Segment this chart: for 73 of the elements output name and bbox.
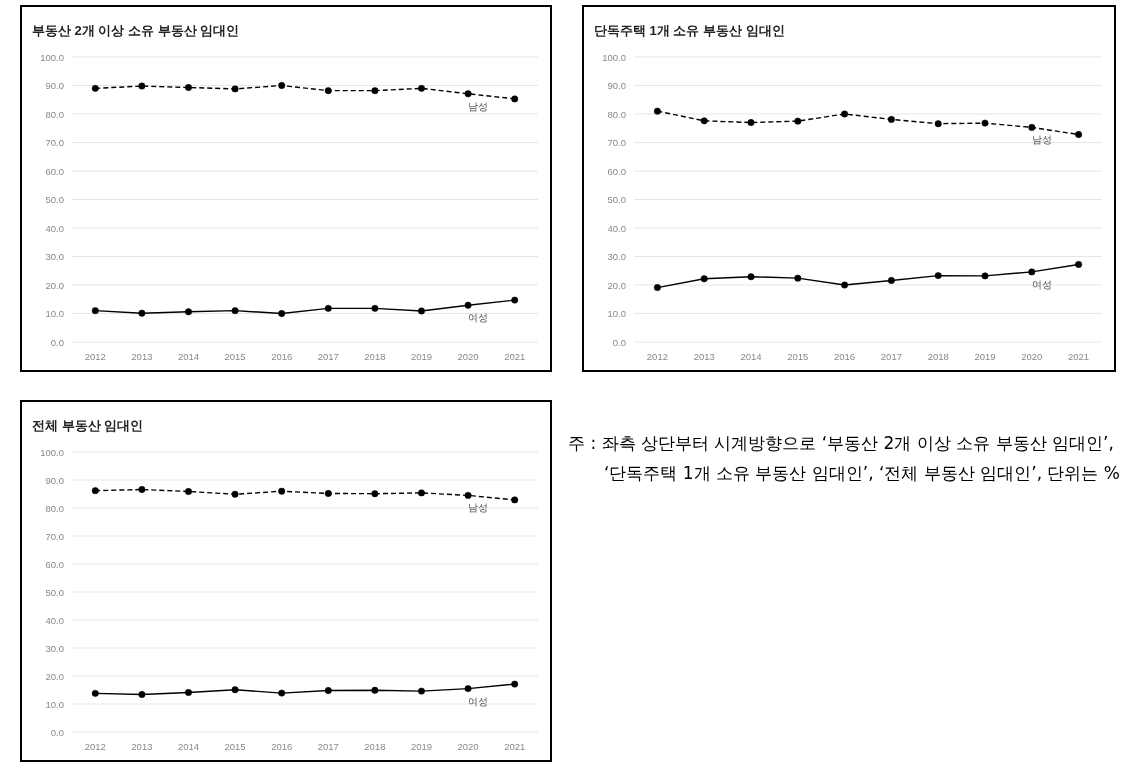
series-label: 남성	[468, 100, 489, 112]
xtick: 2021	[1068, 351, 1090, 362]
series-label: 여성	[468, 695, 489, 707]
ytick: 90.0	[45, 80, 64, 91]
series-label: 남성	[1031, 134, 1052, 146]
xtick: 2016	[271, 741, 293, 752]
ytick: 20.0	[607, 279, 626, 291]
xtick: 2021	[504, 741, 526, 752]
title: 부동산 2개 이상 소유 부동산 임대인	[32, 23, 240, 38]
xtick: 2015	[787, 351, 809, 362]
xtick: 2020	[457, 351, 479, 362]
xtick: 2018	[364, 351, 386, 362]
ytick: 50.0	[607, 194, 626, 205]
xtick: 2017	[317, 741, 339, 752]
ytick: 70.0	[45, 137, 64, 148]
ytick: 60.0	[45, 558, 64, 570]
series-label: 남성	[468, 502, 489, 514]
title: 전체 부동산 임대인	[32, 418, 144, 433]
ytick: 40.0	[607, 222, 626, 234]
ytick: 80.0	[45, 502, 64, 514]
xtick: 2014	[177, 351, 200, 362]
ytick: 30.0	[45, 642, 64, 654]
ytick: 90.0	[45, 474, 64, 486]
xtick: 2016	[834, 351, 856, 362]
series-label: 여성	[1031, 278, 1052, 290]
series-label: 여성	[468, 312, 489, 324]
ytick: 0.0	[612, 336, 626, 348]
ytick: 40.0	[45, 222, 64, 234]
xtick: 2014	[740, 351, 762, 362]
xtick: 2016	[271, 351, 293, 362]
xtick: 2021	[504, 351, 526, 362]
ytick: 0.0	[50, 336, 64, 348]
ytick: 100.0	[40, 446, 64, 458]
xtick: 2012	[84, 351, 106, 362]
ytick: 50.0	[45, 586, 64, 598]
ytick: 0.0	[50, 726, 64, 738]
ytick: 100.0	[40, 51, 64, 63]
ytick: 60.0	[45, 165, 64, 177]
xtick: 2012	[646, 351, 668, 362]
xtick: 2020	[1021, 351, 1043, 362]
annotation: 주 : 좌측 상단부터 시계방향으로 ‘부동산 2개 이상 소유 부동산 임대인’, ‘단독주택 1개 소유 부동산 임대인’, ‘전체 부동산 임대인’, 단위는 %	[568, 432, 1122, 485]
xtick: 2018	[927, 351, 949, 362]
xtick: 2017	[317, 351, 339, 362]
ytick: 10.0	[607, 308, 626, 319]
xtick: 2020	[457, 741, 479, 752]
ytick: 60.0	[607, 165, 626, 177]
xtick: 2019	[410, 351, 433, 362]
ytick: 40.0	[45, 614, 64, 626]
xtick: 2017	[880, 351, 902, 362]
xtick: 2019	[410, 741, 433, 752]
xtick: 2019	[974, 351, 996, 362]
ytick: 90.0	[607, 80, 626, 91]
ytick: 20.0	[45, 670, 64, 682]
ytick: 80.0	[607, 108, 626, 120]
xtick: 2014	[177, 741, 200, 752]
ytick: 10.0	[45, 308, 64, 319]
ytick: 20.0	[45, 279, 64, 291]
xtick: 2013	[131, 741, 153, 752]
ytick: 70.0	[607, 137, 626, 148]
xtick: 2015	[224, 351, 246, 362]
title: 단독주택 1개 소유 부동산 임대인	[594, 23, 785, 38]
ytick: 100.0	[602, 51, 626, 63]
xtick: 2013	[693, 351, 715, 362]
ytick: 70.0	[45, 530, 64, 542]
xtick: 2012	[84, 741, 106, 752]
ytick: 30.0	[607, 251, 626, 262]
xtick: 2018	[364, 741, 386, 752]
ytick: 10.0	[45, 698, 64, 710]
xtick: 2013	[131, 351, 153, 362]
ytick: 80.0	[45, 108, 64, 120]
xtick: 2015	[224, 741, 246, 752]
ytick: 50.0	[45, 194, 64, 205]
ytick: 30.0	[45, 251, 64, 262]
